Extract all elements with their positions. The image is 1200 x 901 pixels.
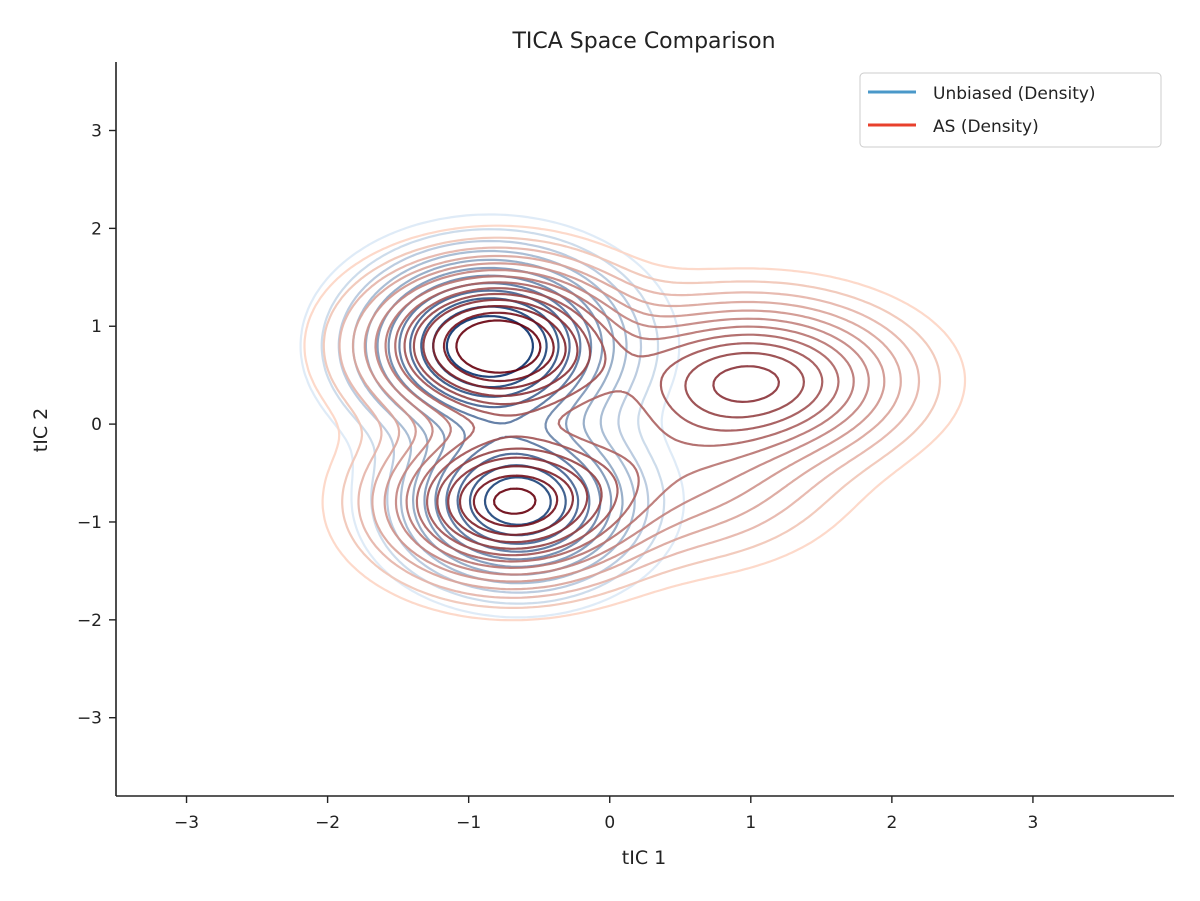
contour-line-series1-level10: [412, 292, 805, 550]
axes-layer: −3 −2 −1 0 1 2 3 −3 −2 −1 0 1 2 3: [77, 62, 1174, 833]
legend: Unbiased (Density) AS (Density): [859, 72, 1162, 148]
y-tick-label: −2: [77, 611, 102, 631]
contour-group-1: [303, 224, 967, 622]
contour-line-series1-level7: [384, 275, 855, 569]
legend-label-unbiased: Unbiased (Density): [933, 84, 1096, 104]
legend-label-as: AS (Density): [933, 117, 1039, 137]
contour-layer: [299, 213, 967, 622]
legend-frame: [859, 72, 1162, 148]
contour-line-series1-level6: [374, 269, 870, 576]
y-tick-label: 1: [91, 317, 102, 337]
chart-title: TICA Space Comparison: [511, 29, 775, 54]
x-tick-label: −1: [456, 813, 481, 833]
contour-line-series1-level4: [351, 254, 902, 591]
x-tick-label: −2: [315, 813, 340, 833]
contour-line-series0-level12: [445, 315, 534, 378]
contour-line-series0-level1: [299, 213, 685, 619]
x-axis-label: tIC 1: [622, 847, 666, 869]
y-tick-label: −1: [77, 513, 102, 533]
contour-line-series1-level2: [322, 236, 942, 609]
contour-line-series1-level14: [455, 319, 542, 515]
contour-line-series1-level8: [394, 281, 840, 563]
x-tick-label: 2: [886, 813, 897, 833]
contour-line-series1-level1: [303, 224, 967, 622]
contour-line-series1-level3: [338, 246, 921, 599]
x-tick-label: 0: [604, 813, 615, 833]
x-tick-label: 1: [745, 813, 756, 833]
contour-line-series1-level9: [403, 287, 824, 557]
x-tick-label: 3: [1028, 813, 1039, 833]
y-tick-label: 0: [91, 415, 102, 435]
x-tick-label: −3: [174, 813, 199, 833]
contour-line-series1-level12: [432, 305, 574, 536]
contour-line-series1-level5: [363, 262, 886, 583]
contour-line-series1-level13: [442, 311, 559, 528]
y-tick-label: −3: [77, 709, 102, 729]
y-tick-label: 3: [91, 122, 102, 142]
y-axis-label: tIC 2: [30, 408, 52, 452]
contour-group-0: [299, 213, 685, 619]
contour-line-series1-level11: [422, 298, 780, 544]
y-tick-label: 2: [91, 219, 102, 239]
